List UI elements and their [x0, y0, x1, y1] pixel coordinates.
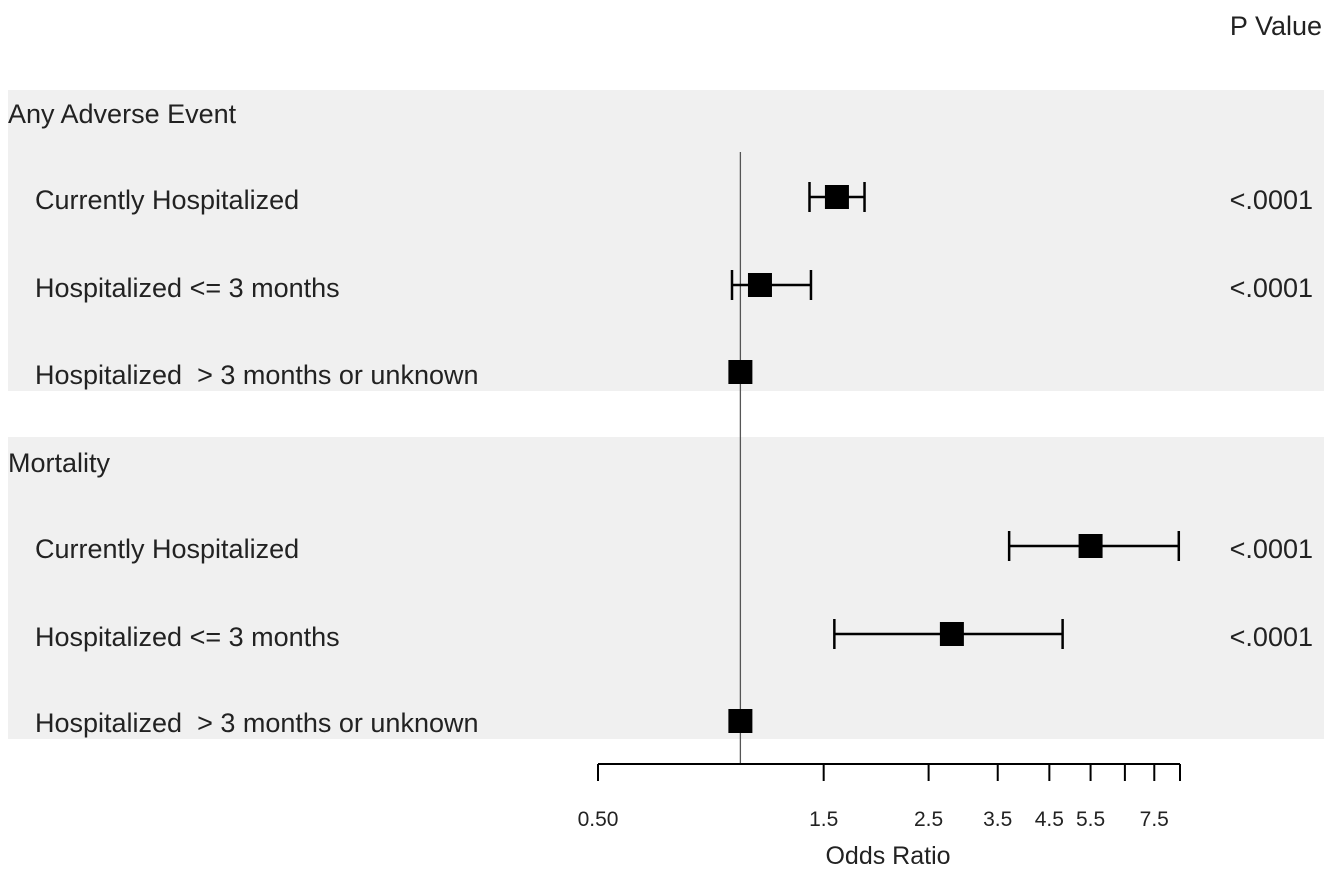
group-label-adverse-event: Any Adverse Event [8, 99, 237, 129]
odds-ratio-marker [939, 622, 964, 646]
x-axis-title: Odds Ratio [825, 842, 950, 870]
x-tick-label: 1.5 [809, 808, 838, 831]
odds-ratio-marker [747, 273, 772, 297]
odds-ratio-marker [824, 185, 849, 209]
x-tick-label: 0.50 [578, 808, 619, 831]
row-label: Hospitalized <= 3 months [35, 622, 340, 652]
row-label: Hospitalized > 3 months or unknown [35, 708, 479, 738]
group-background-mortality [8, 437, 1324, 739]
p-value: <.0001 [1230, 185, 1313, 215]
p-value-header: P Value [1230, 11, 1322, 41]
x-tick-label: 4.5 [1035, 808, 1064, 831]
odds-ratio-marker [728, 360, 753, 384]
row-label: Hospitalized > 3 months or unknown [35, 360, 479, 390]
row-label: Hospitalized <= 3 months [35, 273, 340, 303]
p-value: <.0001 [1230, 622, 1313, 652]
group-background-adverse-event [8, 90, 1324, 391]
row-label: Currently Hospitalized [35, 185, 299, 215]
x-tick-label: 2.5 [914, 808, 943, 831]
odds-ratio-marker [728, 709, 753, 733]
x-tick-label: 5.5 [1076, 808, 1105, 831]
x-tick-label: 3.5 [983, 808, 1012, 831]
p-value: <.0001 [1230, 273, 1313, 303]
odds-ratio-marker [1078, 534, 1103, 558]
row-label: Currently Hospitalized [35, 534, 299, 564]
p-value: <.0001 [1230, 534, 1313, 564]
x-tick-label: 7.5 [1140, 808, 1169, 831]
group-label-mortality: Mortality [8, 448, 111, 478]
